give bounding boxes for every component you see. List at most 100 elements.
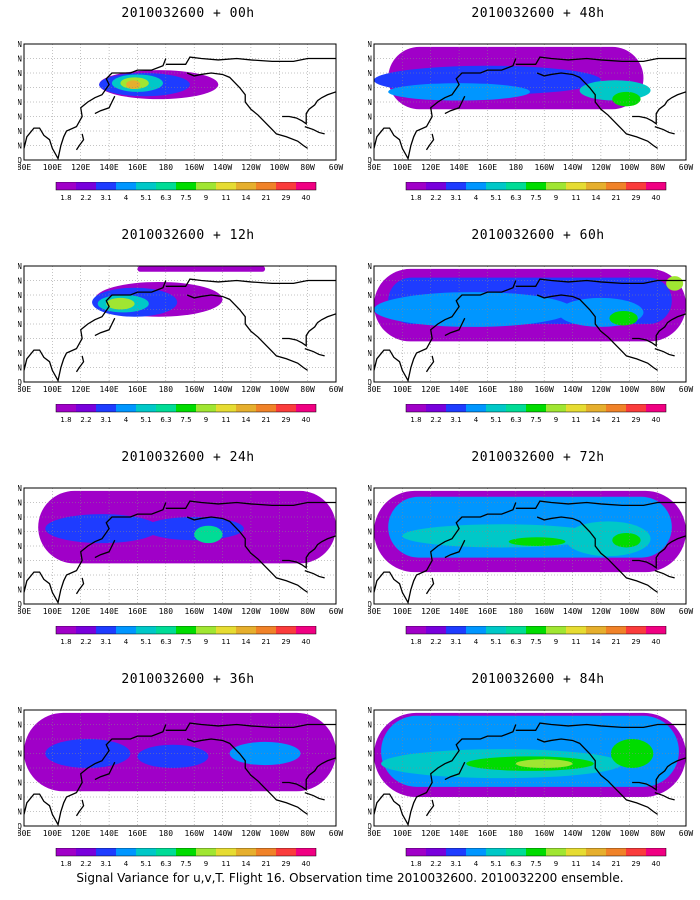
variance-contour: [45, 514, 159, 544]
colorbar-label: 14: [242, 860, 251, 868]
colorbar-swatch: [296, 626, 316, 634]
colorbar-label: 4: [124, 860, 129, 868]
colorbar-label: 4: [474, 860, 479, 868]
lat-tick-label: 20N: [18, 127, 22, 136]
map-plot: 80N 70N 60N 50N 40N 30N 20N 10N EQ80E 100E 120E 140…: [18, 484, 343, 616]
colorbar-swatch: [486, 848, 506, 856]
colorbar-label: 7.5: [180, 860, 191, 868]
variance-field: [99, 70, 219, 100]
variance-contour: [609, 310, 638, 326]
lon-tick-label: 100W: [270, 163, 289, 172]
map-plot: 80N 70N 60N 50N 40N 30N 20N 10N EQ80E 100E 120E 140…: [368, 40, 693, 172]
colorbar-label: 11: [572, 194, 581, 202]
lat-tick-label: 20N: [368, 127, 372, 136]
lat-tick-label: 50N: [368, 84, 372, 93]
colorbar-swatch: [236, 182, 256, 190]
lon-tick-label: 140E: [99, 163, 118, 172]
variance-contour: [137, 744, 209, 768]
colorbar-swatch: [96, 626, 116, 634]
lon-tick-label: 160E: [478, 163, 497, 172]
lat-tick-label: 60N: [368, 513, 372, 522]
colorbar-label: 3.1: [450, 860, 461, 868]
colorbar-swatch: [116, 404, 136, 412]
lat-tick-label: EQ: [368, 600, 372, 609]
colorbar-label: 7.5: [530, 416, 541, 424]
lat-tick-label: 10N: [18, 586, 22, 595]
colorbar-label: 9: [204, 416, 208, 424]
colorbar-label: 29: [632, 638, 641, 646]
lat-tick-label: 70N: [18, 55, 22, 64]
colorbar-label: 21: [262, 416, 271, 424]
lat-tick-label: 10N: [18, 142, 22, 151]
lon-tick-label: 100E: [43, 829, 62, 838]
colorbar-swatch: [196, 848, 216, 856]
colorbar-label: 40: [652, 638, 661, 646]
colorbar-swatch: [116, 626, 136, 634]
lat-tick-label: 80N: [18, 706, 22, 715]
variance-contour: [612, 91, 641, 107]
lat-tick-label: 10N: [18, 364, 22, 373]
colorbar-swatch: [466, 626, 486, 634]
panel-title: 2010032600 + 60h: [471, 228, 605, 243]
colorbar-label: 11: [572, 416, 581, 424]
colorbar-swatch: [196, 626, 216, 634]
colorbar-swatch: [426, 182, 446, 190]
colorbar-swatch: [626, 848, 646, 856]
colorbar-swatch: [56, 626, 76, 634]
colorbar-label: 1.8: [60, 416, 71, 424]
colorbar-swatch: [526, 182, 546, 190]
colorbar: 1.8 2.2 3.1 4 5.1 6.3 7.5 9 11 14 21 29 40: [55, 404, 317, 424]
variance-contour: [612, 532, 641, 548]
lat-tick-label: 80N: [18, 262, 22, 271]
lat-tick-label: 20N: [18, 793, 22, 802]
colorbar-label: 3.1: [100, 416, 111, 424]
map-panel: 2010032600 + 72h 80N 70N 60N 50N 40N 30N 20N 10N…: [368, 450, 700, 672]
colorbar: 1.8 2.2 3.1 4 5.1 6.3 7.5 9 11 14 21 29 40: [405, 626, 667, 646]
lon-tick-label: 120W: [241, 607, 260, 616]
gridlines: [374, 710, 686, 826]
colorbar-swatch: [526, 626, 546, 634]
lon-tick-label: 120E: [71, 163, 90, 172]
colorbar-label: 9: [204, 194, 208, 202]
coastlines: [374, 278, 686, 382]
variance-field: [374, 712, 686, 797]
variance-field: [374, 46, 651, 110]
lon-tick-label: 80W: [650, 385, 665, 394]
panel-title: 2010032600 + 36h: [121, 672, 255, 687]
colorbar-label: 29: [282, 860, 291, 868]
lat-tick-label: EQ: [18, 156, 22, 165]
colorbar-swatch: [276, 848, 296, 856]
colorbar-label: 2.2: [430, 416, 441, 424]
colorbar-label: 7.5: [530, 860, 541, 868]
lat-tick-label: 80N: [368, 262, 372, 271]
map-frame: [23, 487, 337, 605]
colorbar-label: 4: [474, 638, 479, 646]
colorbar-swatch: [586, 626, 606, 634]
lon-tick-label: 160W: [185, 163, 204, 172]
lat-tick-label: 70N: [18, 721, 22, 730]
coastlines: [374, 56, 686, 160]
lon-tick-label: 140W: [213, 607, 232, 616]
lat-tick-label: 70N: [368, 277, 372, 286]
gridlines: [24, 710, 336, 826]
colorbar: 1.8 2.2 3.1 4 5.1 6.3 7.5 9 11 14 21 29 40: [55, 182, 317, 202]
lat-tick-label: 10N: [368, 808, 372, 817]
lon-tick-label: 180: [509, 385, 524, 394]
colorbar-label: 14: [592, 416, 601, 424]
lon-tick-label: 140W: [563, 163, 582, 172]
lon-tick-label: 140W: [563, 385, 582, 394]
colorbar-label: 40: [302, 416, 311, 424]
lat-tick-label: 60N: [368, 69, 372, 78]
lat-tick-label: 40N: [18, 320, 22, 329]
map-frame: [373, 709, 687, 827]
lon-tick-label: 100W: [270, 829, 289, 838]
lat-tick-label: 70N: [368, 55, 372, 64]
lon-tick-label: 120E: [421, 385, 440, 394]
lon-tick-label: 140E: [449, 607, 468, 616]
lon-tick-label: 60W: [329, 385, 344, 394]
colorbar-swatch: [256, 626, 276, 634]
lon-tick-label: 80E: [18, 607, 31, 616]
colorbar-swatch: [56, 848, 76, 856]
colorbar-label: 1.8: [410, 416, 421, 424]
lon-tick-label: 100E: [393, 385, 412, 394]
